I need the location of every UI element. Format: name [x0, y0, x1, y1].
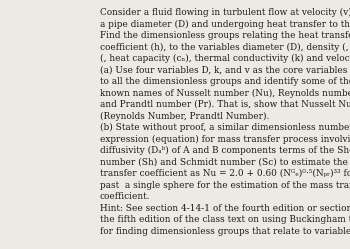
Text: Hint: See section 4-14-1 of the fourth edition or section 15.1C of: Hint: See section 4-14-1 of the fourth e…	[100, 203, 350, 212]
Text: past  a single sphere for the estimation of the mass transfer: past a single sphere for the estimation …	[100, 181, 350, 189]
Text: a pipe diameter (D) and undergoing heat transfer to the wall.: a pipe diameter (D) and undergoing heat …	[100, 19, 350, 29]
Text: (, heat capacity (cₙ), thermal conductivity (k) and velocity (v).: (, heat capacity (cₙ), thermal conductiv…	[100, 54, 350, 63]
Text: coefficient (h), to the variables diameter (D), density (, viscosity: coefficient (h), to the variables diamet…	[100, 43, 350, 52]
Text: number (Sh) and Schmidt number (Sc) to estimate the mass: number (Sh) and Schmidt number (Sc) to e…	[100, 158, 350, 167]
Text: (b) State without proof, a similar dimensionless numbers: (b) State without proof, a similar dimen…	[100, 123, 350, 132]
Text: Consider a fluid flowing in turbulent flow at velocity (v), inside: Consider a fluid flowing in turbulent fl…	[100, 8, 350, 17]
Text: coefficient.: coefficient.	[100, 192, 150, 201]
Text: (a) Use four variables D, k, and v as the core variables common: (a) Use four variables D, k, and v as th…	[100, 65, 350, 74]
Text: diffusivity (Dₐᵇ) of A and B components terms of the Sherwood: diffusivity (Dₐᵇ) of A and B components …	[100, 146, 350, 155]
Text: expression (equation) for mass transfer process involving the: expression (equation) for mass transfer …	[100, 134, 350, 144]
Text: (Reynolds Number, Prandtl Number).: (Reynolds Number, Prandtl Number).	[100, 112, 270, 121]
Text: the fifth edition of the class text on using Buckingham theorem: the fifth edition of the class text on u…	[100, 215, 350, 224]
Text: and Prandtl number (Pr). That is, show that Nusselt Number = f: and Prandtl number (Pr). That is, show t…	[100, 100, 350, 109]
Text: Find the dimensionless groups relating the heat transfer: Find the dimensionless groups relating t…	[100, 31, 350, 40]
Text: to all the dimensionless groups and identify some of them by: to all the dimensionless groups and iden…	[100, 77, 350, 86]
Text: known names of Nusselt number (Nu), Reynolds number (Re): known names of Nusselt number (Nu), Reyn…	[100, 88, 350, 98]
Text: for finding dimensionless groups that relate to variables involve.: for finding dimensionless groups that re…	[100, 227, 350, 236]
Text: transfer coefficient as Nu = 2.0 + 0.60 (Nᴳₑ)⁰⋅⁵(Nₚᵣ)³³ for a flow: transfer coefficient as Nu = 2.0 + 0.60 …	[100, 169, 350, 178]
